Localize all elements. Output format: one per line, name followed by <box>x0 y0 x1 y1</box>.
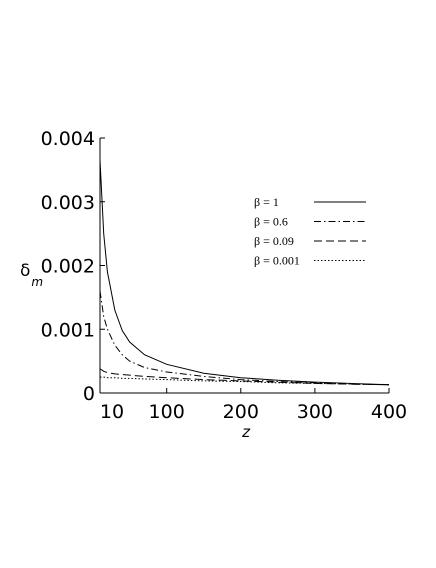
y-tick-label: 0 <box>83 383 95 405</box>
series-line <box>99 368 390 386</box>
x-axis-label: z <box>241 423 251 441</box>
y-tick-label: 0.001 <box>41 319 95 341</box>
x-tick-label: 10 <box>100 401 124 423</box>
y-axis-label-main: δ <box>20 261 30 281</box>
series-line <box>99 290 390 386</box>
x-tick-label: 400 <box>371 401 407 423</box>
series-line <box>99 160 390 386</box>
legend-label: β = 0.09 <box>254 234 294 248</box>
x-tick-label: 300 <box>297 401 333 423</box>
x-tick-label: 200 <box>223 401 259 423</box>
y-axis-label-sub: m <box>31 275 43 289</box>
y-tick-label: 0.004 <box>41 128 95 150</box>
x-tick-label: 100 <box>149 401 185 423</box>
legend-label: β = 0.6 <box>254 215 288 229</box>
y-tick-label: 0.002 <box>41 256 95 278</box>
y-tick-label: 0.003 <box>41 192 95 214</box>
legend-label: β = 0.001 <box>254 254 300 268</box>
legend-label: β = 1 <box>254 195 279 209</box>
y-axis-label: δm <box>20 261 43 289</box>
